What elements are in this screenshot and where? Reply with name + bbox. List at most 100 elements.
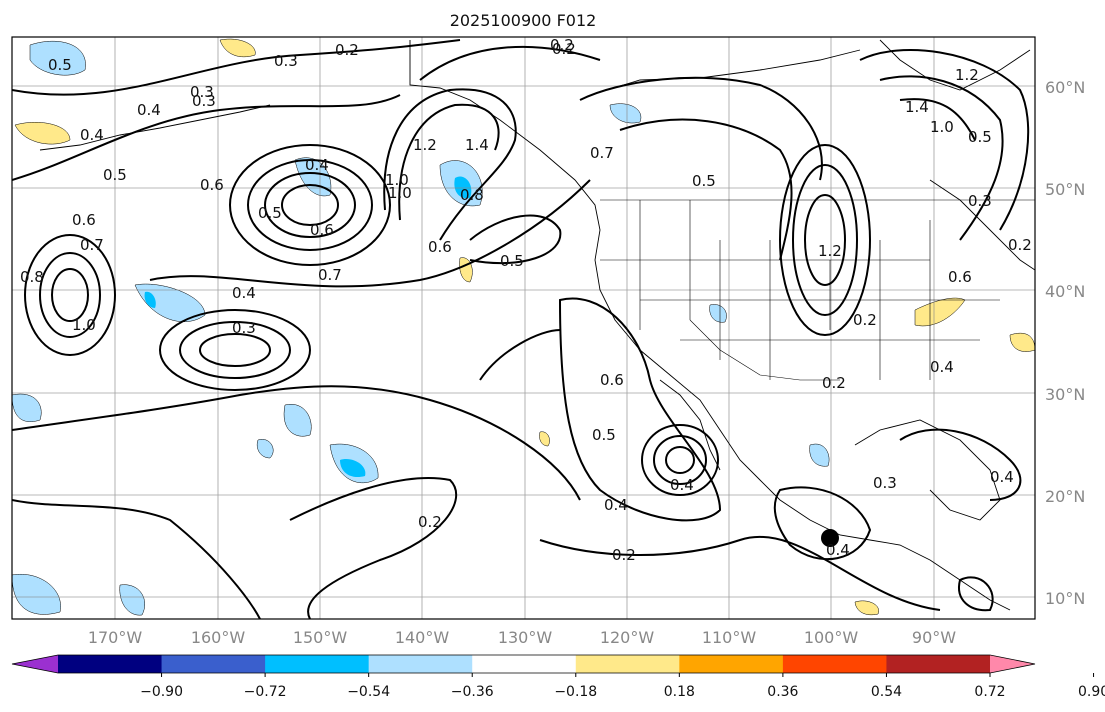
contour-label: 0.4 <box>232 284 256 302</box>
lon-label: 90°W <box>912 628 956 647</box>
longitude-labels: 170°W 160°W 150°W 140°W 130°W 120°W 110°… <box>88 628 956 647</box>
contour-label: 0.3 <box>274 52 298 70</box>
contour-label: 0.5 <box>592 426 616 444</box>
contour-label: 0.6 <box>72 211 96 229</box>
contour-label: 0.3 <box>968 192 992 210</box>
map-area <box>12 37 1035 619</box>
contour-label: 0.4 <box>930 358 954 376</box>
contour-label: 0.2 <box>822 374 846 392</box>
contour-label: 0.2 <box>550 36 574 54</box>
contour-label: 0.3 <box>232 319 256 337</box>
graticule <box>12 37 1035 619</box>
colorbar-tick-label: −0.18 <box>554 684 597 700</box>
contour-label: 0.6 <box>948 268 972 286</box>
colorbar-segment <box>58 655 163 673</box>
contour-label: 0.2 <box>552 40 576 58</box>
figure-title: 2025100900 F012 <box>450 11 597 30</box>
colorbar-outline <box>11 654 1036 674</box>
contour-label: 0.5 <box>968 128 992 146</box>
colorbar-extend-min <box>12 655 58 673</box>
political-borders <box>600 199 1035 381</box>
lat-label: 20°N <box>1045 487 1085 506</box>
contour-label: 0.4 <box>305 156 329 174</box>
negative-shading-strong <box>144 176 472 478</box>
contour-label: 0.4 <box>826 541 850 559</box>
colorbar-tick-label: −0.54 <box>347 684 390 700</box>
contour-label: 1.2 <box>818 242 842 260</box>
contour-label: 1.0 <box>930 118 954 136</box>
contour-label: 1.4 <box>465 136 489 154</box>
contour-label: 1.0 <box>385 171 409 189</box>
contour-label: 0.4 <box>604 496 628 514</box>
contour-label: 0.8 <box>460 186 484 204</box>
contour-label: 1.0 <box>388 184 412 202</box>
lon-label: 110°W <box>702 628 757 647</box>
colorbar-tick-label: −0.90 <box>140 684 183 700</box>
contour-label: 0.2 <box>853 311 877 329</box>
contour-label: 0.2 <box>418 513 442 531</box>
contour-label: 1.2 <box>955 66 979 84</box>
lon-label: 130°W <box>498 628 553 647</box>
positive-shading <box>14 38 1035 616</box>
contour-label: 1.2 <box>413 136 437 154</box>
storm-center-marker <box>821 529 839 547</box>
contour-label: 1.4 <box>905 98 929 116</box>
contour-label: 0.7 <box>590 144 614 162</box>
colorbar-segment <box>782 655 887 673</box>
contour-label: 0.2 <box>1008 236 1032 254</box>
lon-label: 120°W <box>600 628 655 647</box>
colorbar-tick-label: −0.72 <box>244 684 287 700</box>
colorbar-tick-label: 0.54 <box>871 684 902 700</box>
lat-label: 40°N <box>1045 282 1085 301</box>
colorbar-extend-max <box>990 655 1035 673</box>
lat-label: 50°N <box>1045 180 1085 199</box>
contour-label: 0.5 <box>103 166 127 184</box>
contour-label: 0.5 <box>258 204 282 222</box>
contour-label: 0.8 <box>20 268 44 286</box>
contour-label: 0.3 <box>190 83 214 101</box>
contour-label: 0.4 <box>137 101 161 119</box>
lon-label: 140°W <box>395 628 450 647</box>
contours <box>12 39 1030 619</box>
lat-label: 30°N <box>1045 385 1085 404</box>
lon-label: 170°W <box>88 628 143 647</box>
contour-label: 0.5 <box>692 172 716 190</box>
contour-label: 0.4 <box>80 126 104 144</box>
colorbar: −0.90 −0.72 −0.54 −0.36 −0.18 0.18 0.36 0.54 0.7… <box>11 654 1105 700</box>
contour-label: 1.0 <box>72 316 96 334</box>
contour-label: 0.6 <box>310 221 334 239</box>
colorbar-segment <box>679 655 784 673</box>
coastlines <box>39 39 1035 611</box>
colorbar-segment <box>886 655 991 673</box>
contour-label: 0.7 <box>80 236 104 254</box>
contour-label: 0.5 <box>48 56 72 74</box>
contour-label: 0.5 <box>500 252 524 270</box>
colorbar-tick-label: 0.18 <box>664 684 695 700</box>
map-frame <box>11 36 1036 620</box>
contour-label: 0.7 <box>318 266 342 284</box>
colorbar-tick-label: 0.90 <box>1078 684 1105 700</box>
contour-labels: 0.5 0.2 0.3 0.2 0.3 0.4 0.5 0.6 0.6 0.7 … <box>20 36 1032 564</box>
contour-label: 0.2 <box>335 41 359 59</box>
colorbar-segment <box>265 655 370 673</box>
contour-label: 0.4 <box>990 468 1014 486</box>
contour-label: 0.6 <box>200 176 224 194</box>
contour-label: 0.3 <box>873 474 897 492</box>
lon-label: 150°W <box>293 628 348 647</box>
colorbar-tick-label: 0.36 <box>767 684 798 700</box>
colorbar-tick-label: −0.36 <box>451 684 494 700</box>
lon-label: 100°W <box>804 628 859 647</box>
contour-label: 0.6 <box>428 238 452 256</box>
contour-label: 0.3 <box>192 92 216 110</box>
colorbar-segment <box>368 655 473 673</box>
latitude-labels: 60°N 50°N 40°N 30°N 20°N 10°N <box>1045 78 1085 608</box>
colorbar-segment <box>575 655 680 673</box>
contour-label: 0.2 <box>612 546 636 564</box>
lat-label: 10°N <box>1045 589 1085 608</box>
contour-label: 0.4 <box>670 476 694 494</box>
lon-label: 160°W <box>191 628 246 647</box>
lat-label: 60°N <box>1045 78 1085 97</box>
colorbar-segment <box>472 655 577 673</box>
colorbar-tick-label: 0.72 <box>974 684 1005 700</box>
